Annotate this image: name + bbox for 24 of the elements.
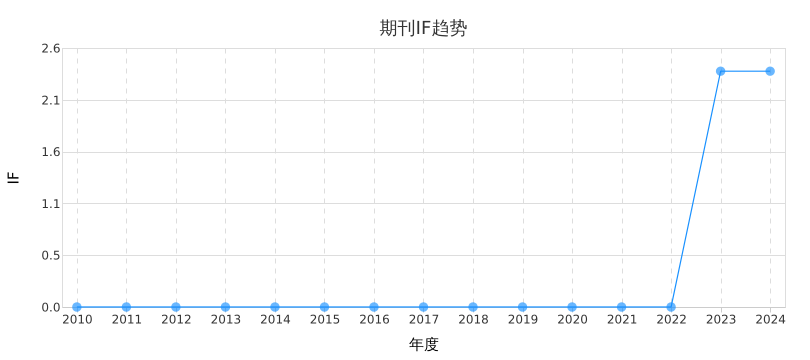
x-tick-label: 2017 [408, 312, 440, 326]
x-tick-label: 2012 [161, 312, 192, 326]
x-tick-label: 2016 [359, 312, 390, 326]
x-tick-label: 2020 [557, 312, 588, 326]
y-tick-label: 1.6 [41, 145, 60, 160]
x-tick-label: 2011 [112, 312, 142, 326]
x-tick-label: 2014 [260, 312, 291, 326]
x-tick-label: 2024 [755, 312, 786, 326]
y-tick-label: 0.5 [41, 248, 60, 263]
y-tick-label: 2.1 [41, 93, 60, 108]
y-tick-label: 2.6 [41, 42, 60, 56]
x-tick-label: 2013 [210, 312, 242, 326]
x-tick-label: 2022 [656, 312, 687, 326]
y-axis-title: IF [4, 171, 22, 185]
x-axis-title: 年度 [409, 336, 439, 354]
x-tick-label: 2015 [310, 312, 340, 326]
x-tick-label: 2018 [458, 312, 489, 326]
x-tick-label: 2019 [508, 312, 538, 326]
y-tick-label: 0.0 [41, 300, 60, 314]
chart-title: 期刊IF趋势 [380, 18, 468, 39]
x-tick-label: 2010 [62, 312, 93, 326]
y-tick-label: 1.1 [41, 196, 60, 211]
x-tick-label: 2021 [606, 312, 638, 326]
x-tick-label: 2023 [706, 312, 736, 326]
